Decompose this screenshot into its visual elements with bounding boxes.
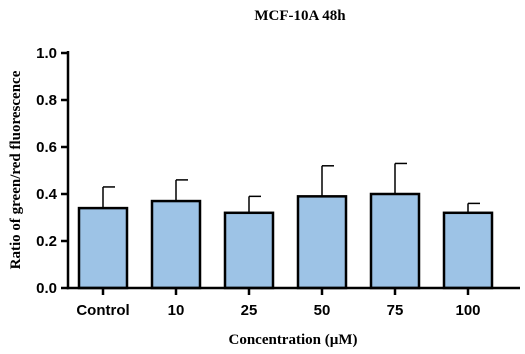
bar-75 <box>369 192 421 290</box>
x-axis-label: Concentration (µM) <box>228 332 357 348</box>
y-tick-label: 0.0 <box>36 280 57 297</box>
y-tick-label: 0.4 <box>36 186 58 203</box>
bar-25 <box>223 211 275 290</box>
x-tick-label: 25 <box>241 302 258 319</box>
x-tick-label: 75 <box>387 302 404 319</box>
bar-50 <box>296 195 348 290</box>
y-axis-label: Ratio of green/red fluorescence <box>8 70 24 269</box>
x-tick-label: 50 <box>314 302 331 319</box>
chart-title: MCF-10A 48h <box>254 8 346 24</box>
plot-area: Control 10 25 50 75 100 0.0 0.2 0.4 0.6 0.8 1.0 <box>36 45 520 319</box>
y-tick-label: 0.8 <box>36 92 57 109</box>
y-tick-label: 0.2 <box>36 233 57 250</box>
bar-100 <box>442 211 494 290</box>
x-tick-label: 10 <box>168 302 185 319</box>
x-tick-label: 100 <box>455 302 480 319</box>
y-tick-label: 1.0 <box>36 45 57 62</box>
y-tick-label: 0.6 <box>36 139 57 156</box>
x-tick-label: Control <box>76 302 129 319</box>
bar-control <box>77 206 129 290</box>
bar-10 <box>150 199 202 290</box>
